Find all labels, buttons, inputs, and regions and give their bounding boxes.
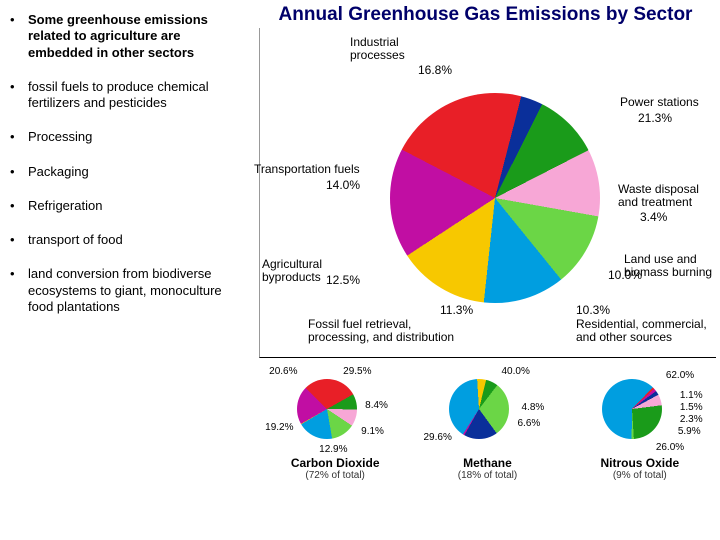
sector-label: Power stations — [620, 96, 699, 109]
small-chart: 20.6% 29.5% 8.4% 9.1% 12.9% 19.2% Carbon Dioxi… — [265, 364, 405, 481]
bullet-panel: •Some greenhouse emissions related to ag… — [0, 0, 255, 540]
chart-panel: Annual Greenhouse Gas Emissions by Secto… — [255, 0, 720, 540]
small-pie-wrap: 62.0% 1.1%1.5%2.3%5.9% 26.0% — [570, 364, 710, 454]
small-pct-label: 2.3% — [680, 414, 703, 425]
small-chart-subtitle: (18% of total) — [458, 470, 517, 481]
bullet-item: •Some greenhouse emissions related to ag… — [10, 12, 249, 61]
small-pct-label: 29.6% — [423, 432, 451, 443]
bullet-marker-icon: • — [10, 79, 28, 112]
sector-label: Industrialprocesses — [350, 36, 405, 62]
sector-pct: 10.0% — [608, 269, 642, 282]
pie-graphic — [390, 93, 600, 303]
bullet-item: •Packaging — [10, 164, 249, 180]
bullet-text: Refrigeration — [28, 198, 102, 214]
bullet-text: land conversion from biodiverse ecosyste… — [28, 266, 249, 315]
bullet-marker-icon: • — [10, 164, 28, 180]
small-pie-wrap: 20.6% 29.5% 8.4% 9.1% 12.9% 19.2% — [265, 364, 405, 454]
bullet-marker-icon: • — [10, 198, 28, 214]
small-pct-label: 1.5% — [680, 402, 703, 413]
small-pct-label: 8.4% — [365, 400, 388, 411]
main-pie-chart: Industrialprocesses 16.8% Power stations 21… — [259, 28, 716, 358]
sector-pct: 11.3% — [440, 304, 473, 317]
small-pct-label: 20.6% — [269, 366, 297, 377]
small-pct-label: 40.0% — [501, 366, 529, 377]
sector-pct: 12.5% — [326, 274, 360, 287]
sector-pct: 16.8% — [418, 64, 452, 77]
bullet-item: •Refrigeration — [10, 198, 249, 214]
small-chart-title: Methane — [463, 456, 512, 470]
sector-pct: 3.4% — [640, 211, 667, 224]
small-pct-label: 12.9% — [319, 444, 347, 455]
small-pct-label: 26.0% — [656, 442, 684, 453]
bullet-item: •fossil fuels to produce chemical fertil… — [10, 79, 249, 112]
small-pct-label: 6.6% — [517, 418, 540, 429]
bullet-text: Packaging — [28, 164, 89, 180]
small-chart: 62.0% 1.1%1.5%2.3%5.9% 26.0% Nitrous Oxide(… — [570, 364, 710, 481]
bullet-marker-icon: • — [10, 232, 28, 248]
bullet-item: •Processing — [10, 129, 249, 145]
bullet-text: fossil fuels to produce chemical fertili… — [28, 79, 249, 112]
sector-label: Agriculturalbyproducts — [262, 258, 322, 284]
small-pct-label: 62.0% — [666, 370, 694, 381]
chart-title: Annual Greenhouse Gas Emissions by Secto… — [255, 4, 716, 26]
bullet-text: transport of food — [28, 232, 123, 248]
sector-label: Fossil fuel retrieval,processing, and di… — [308, 318, 454, 344]
sector-pct: 10.3% — [576, 304, 610, 317]
bullet-text: Processing — [28, 129, 92, 145]
bullet-marker-icon: • — [10, 266, 28, 315]
bullet-text: Some greenhouse emissions related to agr… — [28, 12, 249, 61]
small-pct-label: 5.9% — [678, 426, 701, 437]
sector-pct: 14.0% — [326, 179, 360, 192]
small-chart-title: Carbon Dioxide — [291, 456, 380, 470]
bullet-item: •land conversion from biodiverse ecosyst… — [10, 266, 249, 315]
pie-graphic — [602, 379, 662, 439]
bullet-marker-icon: • — [10, 12, 28, 61]
small-charts-row: 20.6% 29.5% 8.4% 9.1% 12.9% 19.2% Carbon Dioxi… — [259, 364, 716, 481]
pie-graphic — [449, 379, 509, 439]
sector-label: Residential, commercial,and other source… — [576, 318, 707, 344]
small-pct-label: 29.5% — [343, 366, 371, 377]
small-pct-label: 19.2% — [265, 422, 293, 433]
bullet-marker-icon: • — [10, 129, 28, 145]
sector-pct: 21.3% — [638, 112, 672, 125]
small-chart-subtitle: (9% of total) — [613, 470, 667, 481]
small-pct-label: 1.1% — [680, 390, 703, 401]
small-pct-label: 9.1% — [361, 426, 384, 437]
sector-label: Waste disposaland treatment — [618, 183, 699, 209]
bullet-item: •transport of food — [10, 232, 249, 248]
bullet-list: •Some greenhouse emissions related to ag… — [10, 12, 249, 315]
small-chart: 40.0% 4.8% 6.6% 29.6% Methane(18% of total) — [417, 364, 557, 481]
small-pie-wrap: 40.0% 4.8% 6.6% 29.6% — [417, 364, 557, 454]
small-chart-title: Nitrous Oxide — [600, 456, 679, 470]
small-pct-label: 4.8% — [521, 402, 544, 413]
sector-label: Transportation fuels — [254, 163, 360, 176]
pie-graphic — [297, 379, 357, 439]
small-chart-subtitle: (72% of total) — [305, 470, 364, 481]
